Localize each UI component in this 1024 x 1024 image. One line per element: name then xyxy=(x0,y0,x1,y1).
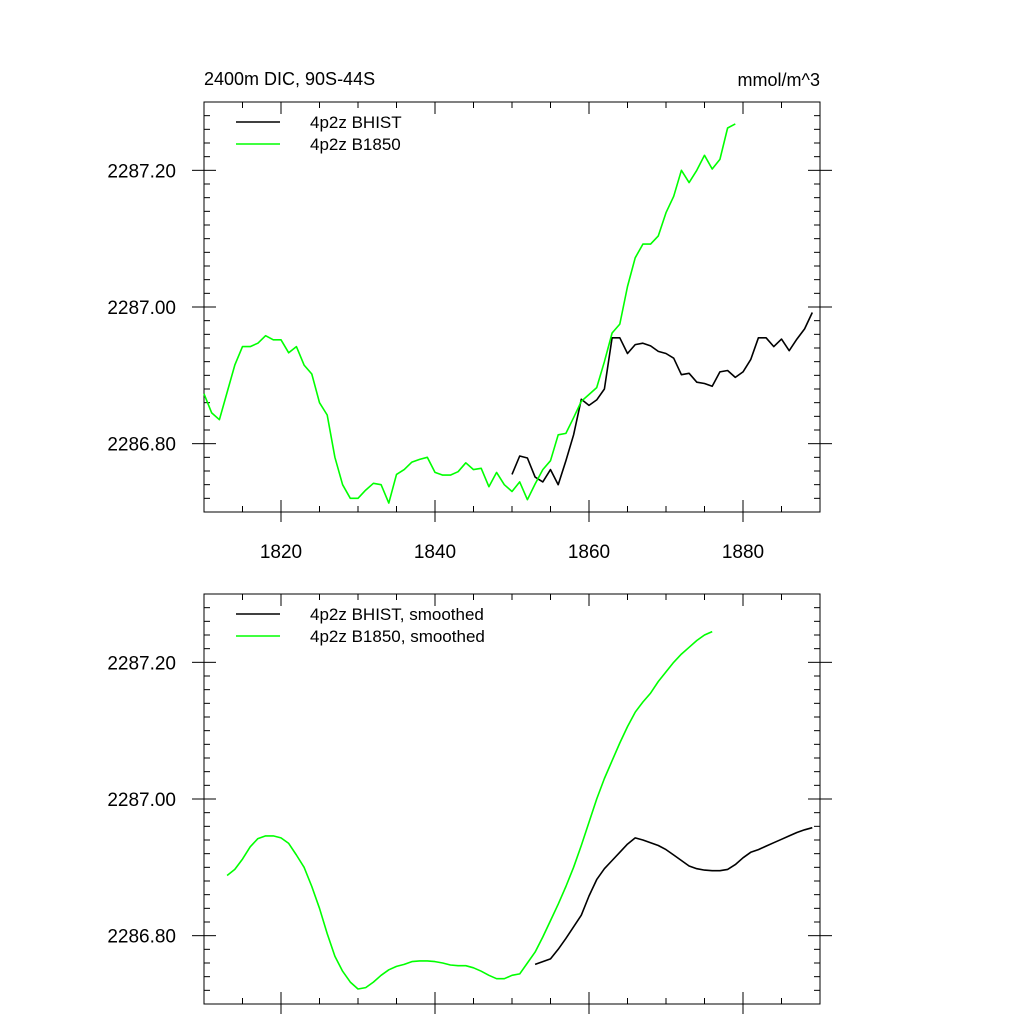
y-tick-label: 2287.00 xyxy=(107,790,176,811)
x-tick-label: 1840 xyxy=(414,542,456,563)
y-tick-label: 2287.20 xyxy=(107,653,176,674)
y-tick-label: 2286.80 xyxy=(107,927,176,948)
axis-ticks xyxy=(203,101,821,522)
legend: 4p2z BHIST, smoothed 4p2z B1850, smoothed xyxy=(236,605,485,646)
series-line xyxy=(203,123,736,504)
units-label: mmol/m^3 xyxy=(738,70,820,90)
panel-top: 2400m DIC, 90S-44S mmol/m^3 2287.202287.… xyxy=(107,69,832,563)
y-tick-label: 2287.20 xyxy=(107,161,176,182)
y-tick-label: 2286.80 xyxy=(107,435,176,456)
y-tick-labels: 2287.20 2287.00 2286.80 xyxy=(107,653,832,948)
plot-frame xyxy=(203,101,821,513)
legend-label: 4p2z BHIST, smoothed xyxy=(310,605,484,624)
series-line xyxy=(226,630,713,990)
legend-label: 4p2z B1850 xyxy=(310,135,401,154)
x-tick-label: 1880 xyxy=(722,542,764,563)
axis-ticks xyxy=(203,593,821,1014)
legend: 4p2z BHIST 4p2z B1850 xyxy=(236,113,402,154)
series-line xyxy=(511,312,814,486)
x-tick-labels: 1820 1840 1860 1880 xyxy=(260,542,764,563)
chart-title: 2400m DIC, 90S-44S xyxy=(204,69,375,89)
series-lines xyxy=(203,123,814,504)
panel-bottom: 2287.20 2287.00 2286.80 4p2z BHIST, smooth… xyxy=(107,593,832,1014)
y-tick-label: 2287.00 xyxy=(107,298,176,319)
legend-label: 4p2z B1850, smoothed xyxy=(310,627,485,646)
y-tick-labels: 2287.20 2287.00 2286.80 xyxy=(107,161,832,456)
x-tick-label: 1860 xyxy=(568,542,610,563)
plot-frame xyxy=(203,593,821,1005)
series-lines xyxy=(226,630,813,990)
series-line xyxy=(534,826,813,966)
x-tick-label: 1820 xyxy=(260,542,302,563)
legend-label: 4p2z BHIST xyxy=(310,113,402,132)
